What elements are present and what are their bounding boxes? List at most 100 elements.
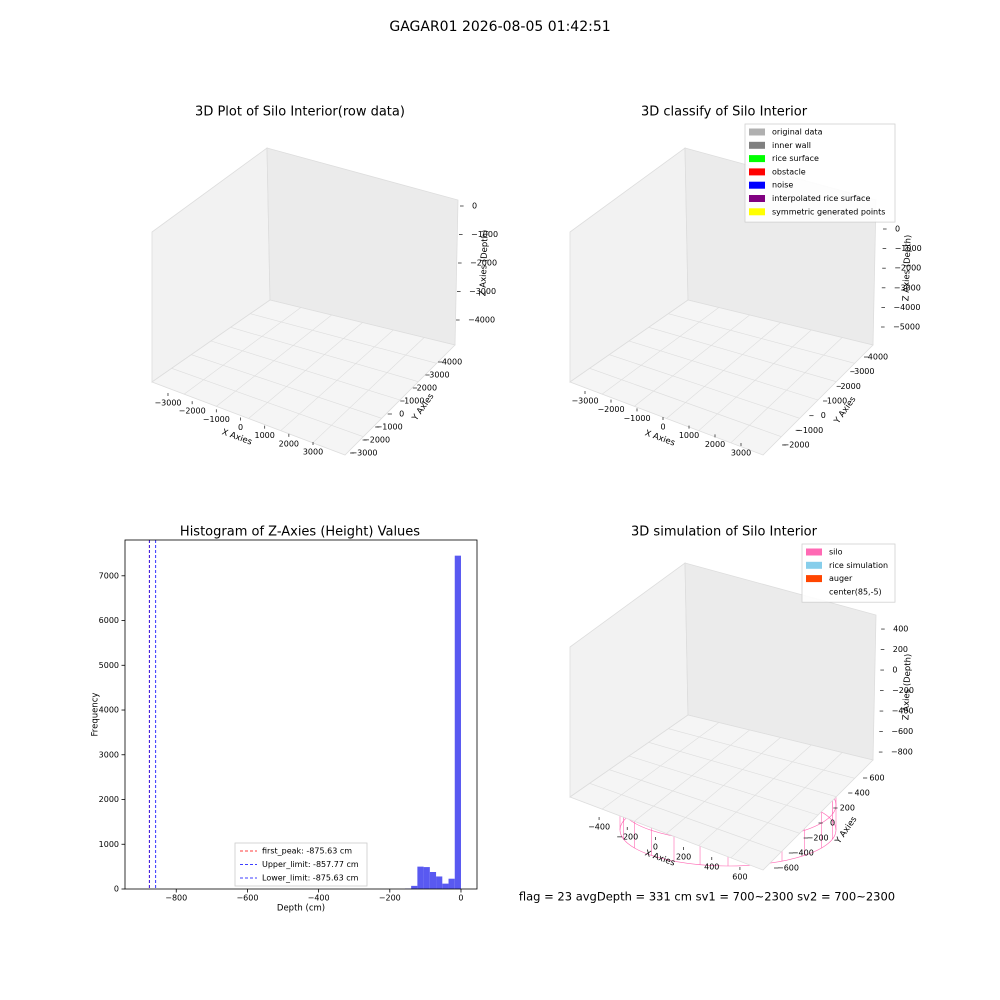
legend-label: Upper_limit: -857.77 cm <box>262 860 359 869</box>
legend-box <box>744 123 896 223</box>
z-tick-label: −400 <box>892 707 914 716</box>
y-tick-label: −1000 <box>376 423 403 432</box>
x-tick-label: −3000 <box>154 398 181 407</box>
pane-grid <box>312 337 425 444</box>
plot-frame <box>124 539 478 890</box>
legend-label: noise <box>772 181 793 190</box>
legend-swatch <box>749 155 765 163</box>
x-tick-label: −400 <box>308 894 330 903</box>
legend-swatch <box>806 548 822 556</box>
subplot-title: Histogram of Z-Axies (Height) Values <box>180 525 420 540</box>
legend-label: silo <box>829 548 843 557</box>
y-axis-label: Frequency <box>91 693 101 737</box>
y-tick-label: −2000 <box>363 436 390 445</box>
y-tick-label: 6000 <box>99 616 119 625</box>
z-tick-label: −600 <box>891 727 913 736</box>
z-tick-label: −2000 <box>894 264 921 273</box>
legend-label: first_peak: -875.63 cm <box>262 847 352 856</box>
x-tick-label: −600 <box>236 894 258 903</box>
y-tick-label: −2000 <box>782 440 809 449</box>
x-tick-label: 400 <box>704 863 719 872</box>
legend-swatch <box>749 195 765 202</box>
legend-swatch <box>806 588 822 596</box>
x-tick-label: 3000 <box>303 448 323 457</box>
legend-label: Lower_limit: -875.63 cm <box>262 874 359 883</box>
y-tick-label: 2000 <box>840 382 860 391</box>
z-tick-label: 0 <box>472 202 477 211</box>
x-tick-label: −200 <box>379 894 401 903</box>
z-axis-label: Z Axies (Depth) <box>478 230 490 297</box>
x-tick-label: 1000 <box>254 431 274 440</box>
histogram-bar <box>411 885 418 889</box>
y-tick-label: 1000 <box>827 397 847 406</box>
z-tick-label: −4000 <box>893 303 920 312</box>
y-tick-label: −1000 <box>796 426 823 435</box>
histogram-bar <box>436 876 443 889</box>
z-tick-label: −3000 <box>894 283 921 292</box>
y-tick-label: 0 <box>821 411 826 420</box>
x-tick-label: −400 <box>588 823 610 832</box>
y-tick-label: 0 <box>399 410 404 419</box>
y-tick-label: 1000 <box>99 840 119 849</box>
x-tick-label: −800 <box>165 894 187 903</box>
histogram-bar <box>454 555 461 889</box>
x-axis-label: X Axies <box>643 848 676 868</box>
legend-label: auger <box>829 574 853 583</box>
z-axis-label: Z Axies (Depth) <box>901 235 913 302</box>
z-tick-label: −2000 <box>470 259 497 268</box>
x-tick-label: 2000 <box>279 439 299 448</box>
legend-swatch <box>749 128 765 136</box>
x-tick-label: 200 <box>676 853 691 862</box>
x-tick-label: 0 <box>653 843 658 852</box>
y-tick-label: −3000 <box>350 449 377 458</box>
legend-swatch <box>806 561 822 569</box>
legend-label: original data <box>772 128 823 137</box>
legend-label: center(85,-5) <box>829 587 882 596</box>
y-tick-label: 0 <box>114 885 119 894</box>
z-tick-label: −1000 <box>471 230 498 239</box>
legend-label: rice surface <box>772 154 819 163</box>
y-tick-label: 600 <box>869 774 884 783</box>
z-tick-label: −5000 <box>893 323 920 332</box>
x-tick-label: 600 <box>732 873 747 882</box>
legend-swatch <box>749 141 765 149</box>
y-tick-label: 3000 <box>854 367 874 376</box>
y-tick-label: 4000 <box>99 706 119 715</box>
legend-label: inner wall <box>772 141 811 150</box>
legend-swatch <box>749 181 765 189</box>
histogram-bar <box>448 878 455 889</box>
x-tick-label: 3000 <box>731 448 751 457</box>
x-tick-label: 1000 <box>679 431 699 440</box>
z-tick-label: −4000 <box>468 316 495 325</box>
z-tick-label: 0 <box>895 225 900 234</box>
x-axis-label: Depth (cm) <box>277 904 325 914</box>
legend-label: interpolated rice surface <box>772 194 870 203</box>
histogram-bar <box>417 866 424 889</box>
z-tick-label: −800 <box>891 748 913 757</box>
z-tick-label: −3000 <box>469 287 496 296</box>
legend-label: rice simulation <box>829 561 888 570</box>
x-tick-label: −1000 <box>623 414 650 423</box>
y-tick-label: −600 <box>777 864 799 873</box>
legend-swatch <box>749 168 765 176</box>
histogram-bar <box>423 867 430 889</box>
legend-label: obstacle <box>772 167 806 176</box>
y-tick-label: 4000 <box>868 353 888 362</box>
z-tick-label: 400 <box>893 625 908 634</box>
y-tick-label: 4000 <box>442 358 462 367</box>
histogram-bar <box>429 871 437 889</box>
x-tick-label: 0 <box>238 423 243 432</box>
x-tick-label: 0 <box>660 423 665 432</box>
x-tick-label: −2000 <box>179 407 206 416</box>
x-tick-label: −200 <box>616 833 638 842</box>
pane-grid <box>730 752 843 859</box>
y-tick-label: 3000 <box>429 371 449 380</box>
decor <box>151 147 877 871</box>
y-tick-label: −400 <box>792 849 814 858</box>
histogram-bar <box>442 883 449 889</box>
y-tick-label: 400 <box>855 789 870 798</box>
y-tick-label: 0 <box>830 819 835 828</box>
legend-swatch <box>806 575 822 583</box>
y-tick-label: −200 <box>807 834 829 843</box>
